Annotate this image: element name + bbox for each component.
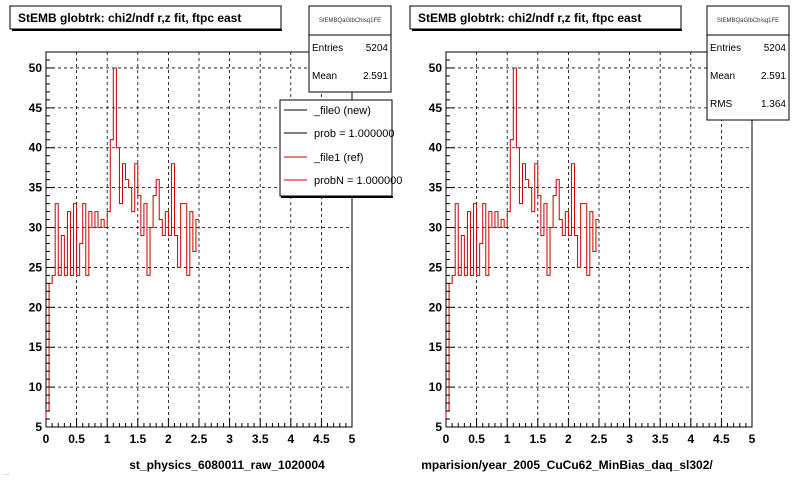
stats-name-left: StEMBQaGlbChisq1FE xyxy=(319,18,381,24)
stats-value-rms-right: 1.364 xyxy=(761,99,786,110)
x-tick-label-left-10: 5 xyxy=(349,432,356,446)
histogram-panel-right: 0 0.5 1 1.5 2 2.5 3 3.5 4 4.5 5 510152025303540455… xyxy=(409,5,790,472)
x-tick-label-right-9: 4.5 xyxy=(713,432,730,446)
y-tick-label-right-8: 45 xyxy=(429,101,443,115)
x-tick-label-left-1: 0.5 xyxy=(68,432,85,446)
x-tick-label-right-1: 0.5 xyxy=(468,432,485,446)
y-tick-label-right-7: 40 xyxy=(429,141,443,155)
x-axis-label-right: mparision/year_2005_CuCu62_MinBias_daq_s… xyxy=(421,458,713,472)
legend-entry-3: probN = 1.000000 xyxy=(314,175,402,187)
y-axis-ticks-left: 5 10 15 20 25 30 35 40 45 50 xyxy=(29,59,55,434)
y-tick-label-left-0: 5 xyxy=(35,420,42,434)
grid-right xyxy=(446,52,752,427)
chart-title-right: StEMB globtrk: chi2/ndf r,z fit, ftpc ea… xyxy=(418,11,641,25)
stats-value-entries-left: 5204 xyxy=(366,43,389,54)
x-axis-ticks-right: 0 0.5 1 1.5 2 2.5 3 3.5 4 4.5 5 xyxy=(443,418,756,446)
x-tick-label-right-10: 5 xyxy=(749,432,756,446)
y-tick-label-left-4: 25 xyxy=(29,260,43,274)
x-axis-label-left: st_physics_6080011_raw_1020004 xyxy=(129,458,325,472)
x-tick-label-right-5: 2.5 xyxy=(591,432,608,446)
chart-title-left: StEMB globtrk: chi2/ndf r,z fit, ftpc ea… xyxy=(18,11,241,25)
legend: _file0 (new) prob = 1.000000 _file1 (ref… xyxy=(279,99,402,198)
x-tick-label-right-3: 1.5 xyxy=(529,432,546,446)
x-tick-label-left-3: 1.5 xyxy=(129,432,146,446)
x-tick-label-left-2: 1 xyxy=(104,432,111,446)
y-tick-label-left-1: 10 xyxy=(29,380,43,394)
y-tick-label-right-0: 5 xyxy=(435,420,442,434)
stats-value-mean-left: 2.591 xyxy=(363,71,388,82)
y-tick-label-right-6: 35 xyxy=(429,181,443,195)
x-tick-label-right-6: 3 xyxy=(626,432,633,446)
stats-name-right: StEMBQaGlbChisq1FE xyxy=(717,18,779,24)
y-tick-label-left-6: 35 xyxy=(29,181,43,195)
x-tick-label-left-5: 2.5 xyxy=(191,432,208,446)
stats-label-rms-right: RMS xyxy=(710,99,733,110)
x-tick-label-right-4: 2 xyxy=(565,432,572,446)
x-tick-label-left-7: 3.5 xyxy=(252,432,269,446)
stats-value-mean-right: 2.591 xyxy=(761,71,786,82)
stats-box-right xyxy=(706,5,790,121)
y-axis-ticks-right: 5 10 15 20 25 30 35 40 45 50 xyxy=(429,59,455,434)
y-tick-label-left-9: 50 xyxy=(29,61,43,75)
histogram-panel-left: 0 0.5 1 1.5 2 2.5 3 3.5 4 4.5 5 510152025303540455… xyxy=(9,5,392,472)
legend-entry-1: prob = 1.000000 xyxy=(314,128,394,140)
grid-left xyxy=(46,52,352,427)
x-tick-label-left-4: 2 xyxy=(165,432,172,446)
y-tick-label-left-7: 40 xyxy=(29,141,43,155)
x-tick-label-left-8: 4 xyxy=(287,432,294,446)
stats-label-entries-left: Entries xyxy=(312,43,343,54)
x-tick-label-right-8: 4 xyxy=(687,432,694,446)
y-tick-label-left-8: 45 xyxy=(29,101,43,115)
y-tick-label-right-1: 10 xyxy=(429,380,443,394)
y-tick-label-right-3: 20 xyxy=(429,300,443,314)
x-tick-label-left-6: 3 xyxy=(226,432,233,446)
y-tick-label-left-5: 30 xyxy=(29,221,43,235)
stats-label-mean-left: Mean xyxy=(312,71,337,82)
x-tick-label-right-0: 0 xyxy=(443,432,450,446)
stats-label-entries-right: Entries xyxy=(710,43,741,54)
y-tick-label-right-9: 50 xyxy=(429,61,443,75)
x-tick-label-left-9: 4.5 xyxy=(313,432,330,446)
stats-label-mean-right: Mean xyxy=(710,71,735,82)
legend-entry-0: _file0 (new) xyxy=(313,105,371,117)
y-tick-label-left-2: 15 xyxy=(29,340,43,354)
y-tick-label-right-5: 30 xyxy=(429,221,443,235)
x-tick-label-right-2: 1 xyxy=(504,432,511,446)
footer-text: ... xyxy=(4,470,10,477)
y-tick-label-right-4: 25 xyxy=(429,260,443,274)
histogram-line-right xyxy=(445,67,599,427)
x-axis-ticks-left: 0 0.5 1 1.5 2 2.5 3 3.5 4 4.5 5 xyxy=(43,418,356,446)
legend-entry-2: _file1 (ref) xyxy=(313,152,364,164)
x-tick-label-right-7: 3.5 xyxy=(652,432,669,446)
y-tick-label-right-2: 15 xyxy=(429,340,443,354)
y-tick-label-left-3: 20 xyxy=(29,300,43,314)
stats-value-entries-right: 5204 xyxy=(764,43,787,54)
stats-box-left xyxy=(308,5,392,93)
x-tick-label-left-0: 0 xyxy=(43,432,50,446)
histogram-line-left xyxy=(45,67,199,427)
